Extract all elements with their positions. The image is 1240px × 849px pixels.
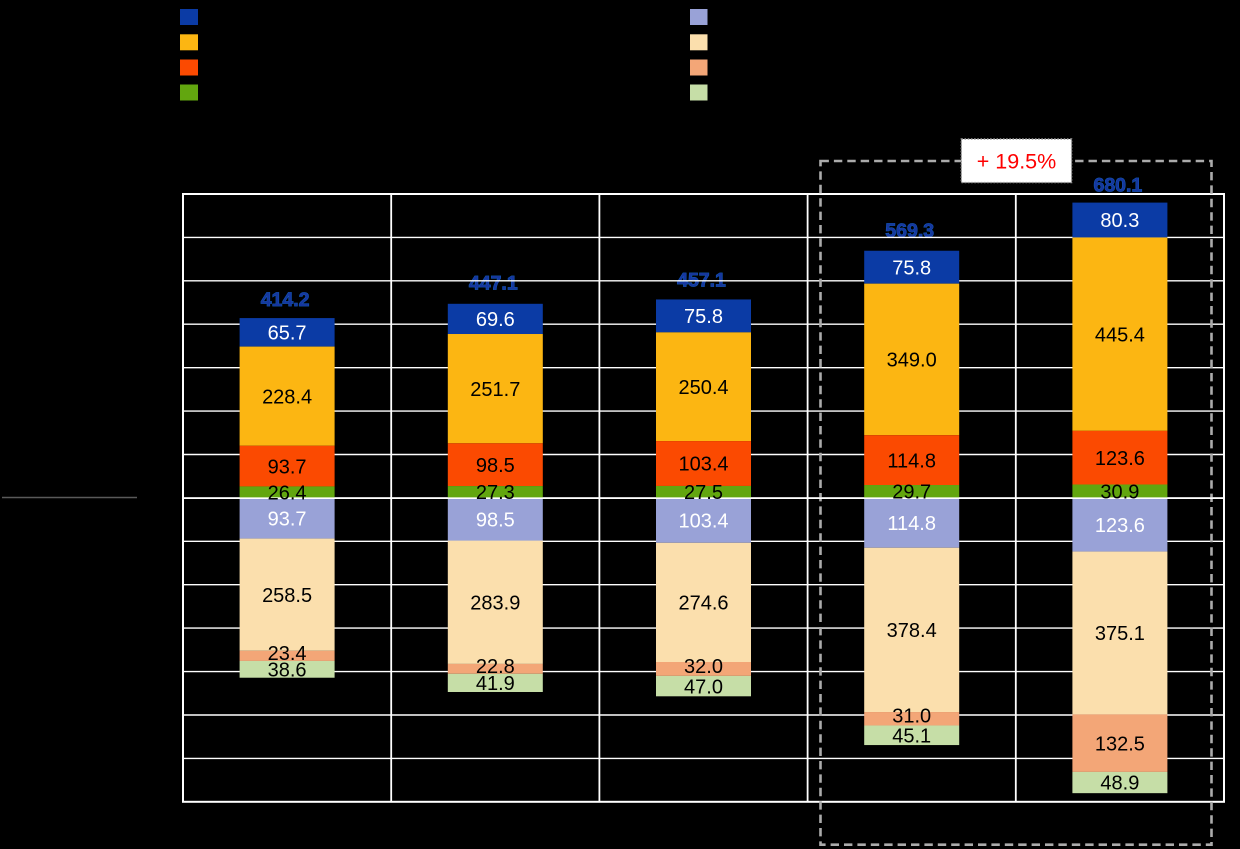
svg-text:65.7: 65.7 — [268, 323, 307, 345]
svg-text:23.4: 23.4 — [268, 643, 307, 665]
svg-text:47.0: 47.0 — [684, 676, 723, 698]
svg-text:414.2: 414.2 — [261, 289, 310, 311]
svg-text:123.6: 123.6 — [1095, 448, 1145, 470]
svg-text:123.6: 123.6 — [1095, 515, 1145, 537]
svg-text:48.9: 48.9 — [1100, 773, 1139, 795]
svg-text:445.4: 445.4 — [1095, 324, 1145, 346]
svg-text:258.5: 258.5 — [262, 585, 312, 607]
svg-text:38.6: 38.6 — [268, 660, 307, 682]
svg-text:274.6: 274.6 — [678, 593, 728, 615]
svg-text:103.4: 103.4 — [678, 454, 728, 476]
svg-text:22.8: 22.8 — [476, 656, 515, 678]
svg-text:27.3: 27.3 — [476, 482, 515, 504]
svg-text:349.0: 349.0 — [887, 350, 937, 372]
svg-text:98.5: 98.5 — [476, 455, 515, 477]
svg-text:69.6: 69.6 — [476, 309, 515, 331]
svg-text:41.9: 41.9 — [476, 673, 515, 695]
svg-text:228.4: 228.4 — [262, 386, 312, 408]
svg-text:29.7: 29.7 — [892, 482, 931, 504]
svg-text:680.1: 680.1 — [1093, 175, 1142, 197]
svg-text:114.8: 114.8 — [887, 450, 936, 472]
svg-text:378.4: 378.4 — [887, 620, 937, 642]
svg-text:132.5: 132.5 — [1095, 733, 1145, 755]
svg-text:32.0: 32.0 — [684, 656, 723, 678]
svg-text:103.4: 103.4 — [678, 511, 728, 533]
svg-text:93.7: 93.7 — [268, 456, 307, 478]
svg-text:251.7: 251.7 — [470, 379, 520, 401]
svg-text:93.7: 93.7 — [268, 508, 307, 530]
svg-text:283.9: 283.9 — [470, 593, 520, 615]
svg-text:26.4: 26.4 — [268, 482, 307, 504]
svg-text:98.5: 98.5 — [476, 510, 515, 532]
svg-text:75.8: 75.8 — [684, 306, 723, 328]
svg-text:31.0: 31.0 — [892, 706, 931, 728]
svg-text:250.4: 250.4 — [678, 377, 728, 399]
svg-text:+ 19.5%: + 19.5% — [977, 150, 1057, 174]
svg-text:30.9: 30.9 — [1100, 481, 1139, 503]
svg-text:45.1: 45.1 — [892, 726, 931, 748]
svg-text:569.3: 569.3 — [885, 220, 934, 242]
svg-text:375.1: 375.1 — [1095, 623, 1145, 645]
svg-text:447.1: 447.1 — [469, 272, 518, 294]
svg-text:114.8: 114.8 — [887, 513, 936, 535]
svg-text:80.3: 80.3 — [1100, 210, 1139, 232]
svg-text:75.8: 75.8 — [892, 257, 931, 279]
svg-text:27.5: 27.5 — [684, 482, 723, 504]
